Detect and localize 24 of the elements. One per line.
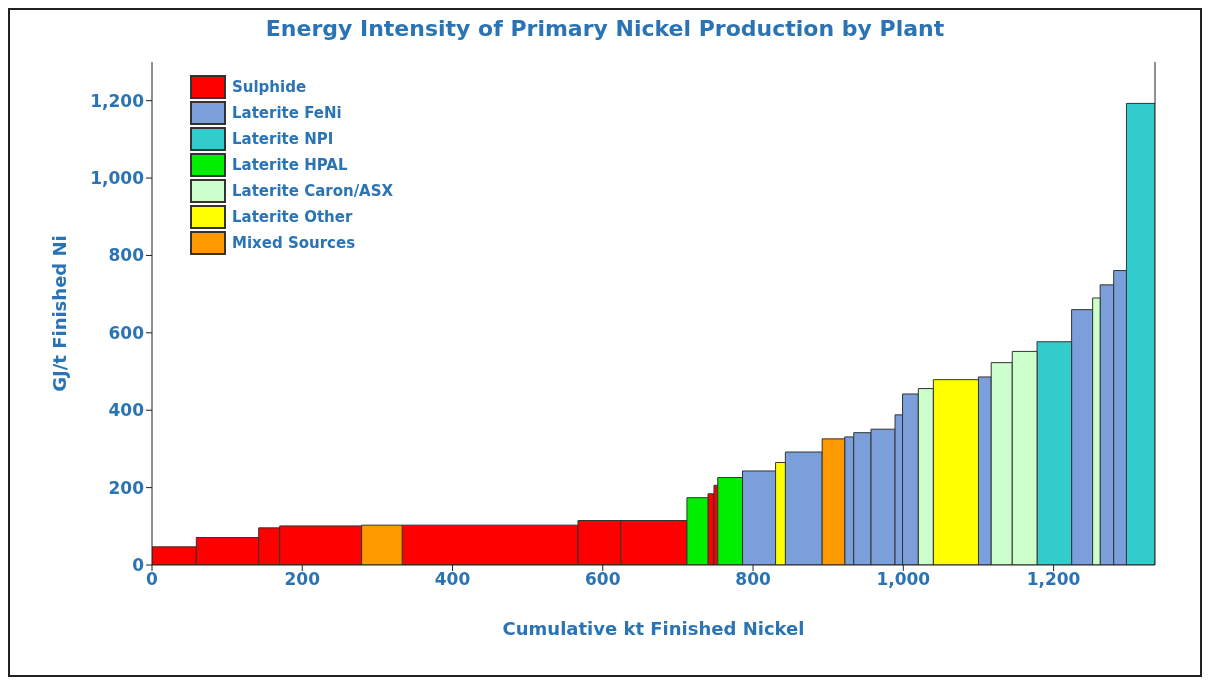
chart-title: Energy Intensity of Primary Nickel Production by Plant xyxy=(264,16,946,41)
y-tick-label: 200 xyxy=(108,477,145,498)
y-tick-label: 1,000 xyxy=(90,168,145,189)
x-axis-title: Cumulative kt Finished Nickel xyxy=(502,618,805,639)
y-tick-label: 1,200 xyxy=(90,90,145,111)
x-tick-label: 0 xyxy=(146,569,159,590)
x-tick-label: 400 xyxy=(434,569,471,590)
x-tick-label: 1,000 xyxy=(876,569,931,590)
legend-label: Laterite Other xyxy=(232,208,353,226)
x-tick-label: 1,200 xyxy=(1026,569,1081,590)
legend-label: Laterite FeNi xyxy=(232,104,342,122)
y-tick-label: 0 xyxy=(132,555,145,576)
y-axis-title: GJ/t Finished Ni xyxy=(49,235,71,392)
x-tick-label: 600 xyxy=(585,569,621,590)
legend-label: Mixed Sources xyxy=(232,234,356,252)
y-tick-label: 600 xyxy=(108,322,145,343)
x-tick-label: 200 xyxy=(284,569,321,590)
legend-label: Laterite HPAL xyxy=(232,156,348,174)
x-tick-label: 800 xyxy=(735,569,771,590)
legend-label: Sulphide xyxy=(232,78,307,96)
legend-label: Laterite NPI xyxy=(232,130,334,148)
legend-label: Laterite Caron/ASX xyxy=(232,182,394,200)
y-tick-label: 400 xyxy=(108,400,145,421)
y-tick-label: 800 xyxy=(108,245,145,266)
